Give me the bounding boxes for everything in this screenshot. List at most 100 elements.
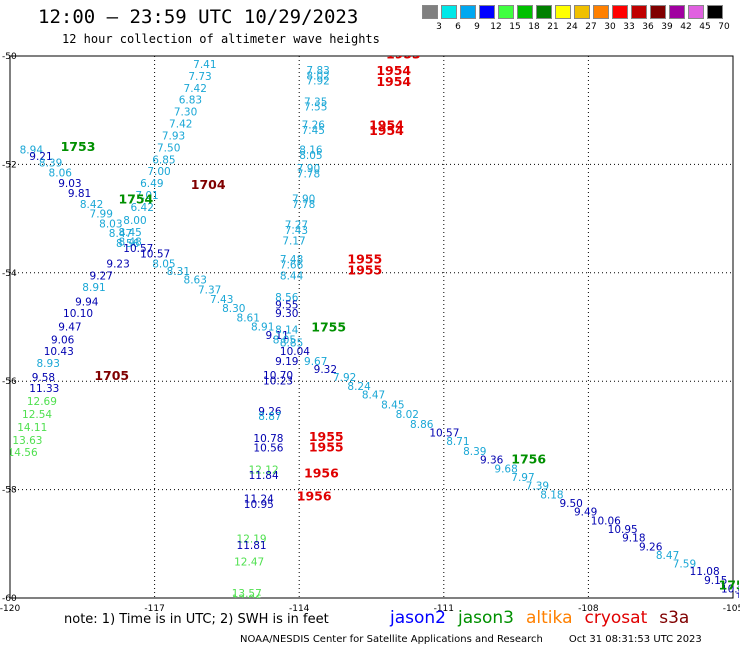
satellite-altika: altika <box>526 608 573 628</box>
pass-time-label: 1954 <box>369 118 404 133</box>
swh-value: 8.00 <box>123 215 146 227</box>
swh-value: 7.41 <box>193 59 216 71</box>
pass-time-label: 1705 <box>94 368 129 383</box>
swh-value: 6.42 <box>131 202 154 214</box>
longitude-tick-label: -111 <box>434 604 454 614</box>
pass-time-label: 1754 <box>118 191 153 206</box>
pass-time-label: 1704 <box>191 177 226 192</box>
swh-value: 14.56 <box>8 447 38 459</box>
swh-value: 7.48 <box>280 254 303 266</box>
credit-text: NOAA/NESDIS Center for Satellite Applica… <box>240 634 543 645</box>
pass-time-label: 1755 <box>311 319 346 334</box>
swh-value: 8.16 <box>299 145 323 157</box>
legend-label: 36 <box>642 22 654 32</box>
legend-swatch <box>574 5 590 19</box>
swh-value: 9.06 <box>51 334 75 346</box>
footnote: note: 1) Time is in UTC; 2) SWH is in fe… <box>64 612 329 627</box>
swh-value: 8.85 <box>280 338 303 350</box>
swh-value: 8.39 <box>39 158 62 170</box>
legend-swatch <box>536 5 552 19</box>
latitude-tick-label: -52 <box>2 160 17 170</box>
swh-value: 8.30 <box>222 303 245 315</box>
legend-swatch <box>441 5 457 19</box>
swh-value: 9.32 <box>314 364 337 376</box>
satellite-jason2: jason2 <box>390 608 446 628</box>
swh-value: 10.78 <box>253 433 283 445</box>
swh-value: 7.30 <box>174 107 197 119</box>
swh-value: 8.45 <box>381 399 404 411</box>
swh-value: 8.91 <box>251 321 274 333</box>
legend-label: 33 <box>623 22 635 32</box>
swh-value: 7.35 <box>304 96 327 108</box>
swh-value: 7.78 <box>292 199 315 211</box>
swh-value: 8.06 <box>49 167 73 179</box>
swh-value: 9.47 <box>58 321 81 333</box>
swh-value: 7.17 <box>282 236 305 248</box>
swh-value: 10.57 <box>123 243 153 255</box>
map-title: 12:00 – 23:59 UTC 10/29/2023 <box>38 6 359 28</box>
pass-time-label: 1757 <box>719 577 740 592</box>
swh-value: 12.54 <box>22 409 52 421</box>
satellite-cryosat: cryosat <box>584 608 648 628</box>
swh-value: 9.11 <box>265 330 288 342</box>
swh-value: 10.23 <box>263 375 293 387</box>
swh-value: 8.45 <box>118 227 141 239</box>
pass-time-label: 1954 <box>376 63 411 78</box>
swh-value: 8.61 <box>237 313 260 325</box>
swh-value: 10.24 <box>735 592 740 604</box>
swh-value: 8.71 <box>446 436 469 448</box>
latitude-tick-label: -56 <box>2 377 17 387</box>
swh-value: 9.49 <box>574 507 597 519</box>
swh-value: 7.99 <box>90 209 113 221</box>
swh-value: 11.24 <box>244 494 274 506</box>
swh-value: 10.89 <box>721 584 740 596</box>
legend-swatch <box>498 5 514 19</box>
map-frame <box>9 55 734 599</box>
swh-value: 7.93 <box>162 130 185 142</box>
satellite-legend: jason2 jason3 altika cryosat s3a <box>390 608 701 628</box>
pass-time-label: 1955 <box>309 440 344 455</box>
pass-time-label: 1956 <box>304 466 339 481</box>
swh-value: 7.42 <box>184 83 207 95</box>
swh-value: 9.68 <box>494 463 517 475</box>
swh-value: 12.47 <box>234 556 264 568</box>
swh-value: 8.56 <box>275 292 299 304</box>
swh-value: 10.95 <box>608 524 638 536</box>
swh-value: 8.47 <box>109 228 132 240</box>
swh-value: 7.92 <box>333 372 356 384</box>
swh-value: 11.08 <box>690 566 720 578</box>
swh-value: 7.01 <box>135 190 158 202</box>
swh-value: 8.47 <box>656 550 679 562</box>
swh-value: 8.02 <box>306 70 329 82</box>
swh-value: 7.17 <box>198 47 221 59</box>
swh-value: 7.50 <box>157 142 180 154</box>
swh-value: 9.26 <box>258 406 282 418</box>
legend-swatch <box>460 5 476 19</box>
pass-time-label: 1956 <box>297 488 332 503</box>
swh-value: 12.96 <box>232 593 262 605</box>
swh-value: 10.43 <box>44 346 74 358</box>
swh-value: 7.45 <box>302 125 325 137</box>
swh-value: 8.91 <box>82 282 105 294</box>
legend-label: 21 <box>547 22 559 32</box>
legend-swatch <box>593 5 609 19</box>
legend-swatch <box>612 5 628 19</box>
swh-value: 9.27 <box>90 270 113 282</box>
swh-value: 10.70 <box>263 370 293 382</box>
swh-value: 11.84 <box>249 470 279 482</box>
swh-value: 8.39 <box>463 446 486 458</box>
swh-value: 6.85 <box>152 154 175 166</box>
swh-value: 14.11 <box>17 422 47 434</box>
pass-time-label: 1955 <box>309 429 344 444</box>
swh-value: 8.14 <box>275 325 299 337</box>
swh-value: 12.12 <box>249 464 279 476</box>
legend-label: 42 <box>680 22 692 32</box>
legend-swatch <box>688 5 704 19</box>
legend-label: 15 <box>509 22 521 32</box>
latitude-tick-label: -50 <box>2 52 17 62</box>
latitude-tick-label: -54 <box>2 269 17 279</box>
swh-value: 9.94 <box>75 296 99 308</box>
legend-label: 6 <box>455 22 461 32</box>
satellite-jason3: jason3 <box>458 608 514 628</box>
legend-swatch <box>479 5 495 19</box>
